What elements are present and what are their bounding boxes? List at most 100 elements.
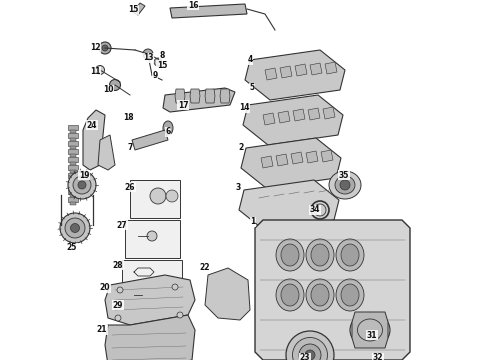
Polygon shape	[245, 50, 345, 100]
Ellipse shape	[163, 121, 173, 135]
Polygon shape	[306, 151, 318, 163]
Bar	[68, 189, 78, 194]
Ellipse shape	[147, 231, 157, 241]
Bar	[68, 165, 78, 170]
Bar	[70, 130, 76, 133]
Bar	[68, 173, 78, 178]
Text: 20: 20	[100, 284, 110, 292]
Polygon shape	[132, 130, 168, 150]
Text: 13: 13	[143, 54, 153, 63]
Ellipse shape	[335, 176, 355, 194]
Text: 19: 19	[79, 171, 89, 180]
Polygon shape	[278, 111, 290, 123]
Polygon shape	[310, 63, 322, 75]
Polygon shape	[293, 109, 305, 121]
Ellipse shape	[305, 350, 315, 360]
Ellipse shape	[99, 42, 111, 54]
Ellipse shape	[102, 45, 108, 51]
Ellipse shape	[314, 204, 326, 216]
Text: 15: 15	[128, 5, 138, 14]
Ellipse shape	[115, 315, 121, 321]
Polygon shape	[243, 95, 343, 145]
Bar	[70, 202, 76, 205]
Polygon shape	[163, 88, 235, 112]
Text: 1: 1	[250, 217, 256, 226]
Polygon shape	[170, 4, 247, 18]
Text: 6: 6	[166, 127, 171, 136]
Ellipse shape	[141, 291, 155, 299]
Bar	[68, 149, 78, 154]
Ellipse shape	[60, 213, 90, 243]
Ellipse shape	[341, 244, 359, 266]
Bar	[70, 154, 76, 157]
Text: 28: 28	[113, 261, 123, 270]
Polygon shape	[265, 68, 277, 80]
Ellipse shape	[177, 312, 183, 318]
Polygon shape	[220, 89, 230, 103]
Ellipse shape	[306, 239, 334, 271]
Ellipse shape	[276, 239, 304, 271]
Polygon shape	[255, 220, 410, 360]
Ellipse shape	[96, 66, 104, 75]
Ellipse shape	[281, 284, 299, 306]
Text: 15: 15	[157, 60, 167, 69]
Polygon shape	[325, 62, 337, 74]
Ellipse shape	[286, 331, 334, 360]
Text: 24: 24	[87, 121, 97, 130]
Text: 8: 8	[159, 50, 165, 59]
Ellipse shape	[166, 190, 178, 202]
Polygon shape	[133, 3, 145, 15]
Text: 29: 29	[113, 301, 123, 310]
Polygon shape	[291, 152, 303, 164]
Ellipse shape	[350, 312, 390, 347]
Text: 14: 14	[239, 104, 249, 112]
Polygon shape	[308, 108, 320, 120]
Polygon shape	[239, 180, 339, 230]
Polygon shape	[263, 113, 275, 125]
Polygon shape	[98, 135, 115, 170]
Ellipse shape	[340, 180, 350, 190]
Bar	[68, 181, 78, 186]
Text: 18: 18	[122, 113, 133, 122]
Text: 3: 3	[235, 184, 241, 193]
Text: 26: 26	[125, 183, 135, 192]
Ellipse shape	[117, 287, 123, 293]
Ellipse shape	[293, 338, 327, 360]
Polygon shape	[321, 150, 333, 162]
Bar	[68, 133, 78, 138]
Text: 31: 31	[367, 330, 377, 339]
Bar	[70, 138, 76, 141]
Ellipse shape	[336, 279, 364, 311]
Text: 5: 5	[249, 84, 255, 93]
Ellipse shape	[143, 49, 153, 59]
Bar	[125, 220, 180, 258]
Text: 10: 10	[103, 85, 113, 94]
Text: 4: 4	[247, 55, 253, 64]
Polygon shape	[261, 156, 273, 168]
Ellipse shape	[150, 188, 166, 204]
Polygon shape	[323, 107, 335, 119]
Bar	[68, 141, 78, 146]
Text: 12: 12	[90, 44, 100, 53]
Ellipse shape	[65, 218, 85, 238]
Bar	[130, 180, 180, 218]
Ellipse shape	[281, 244, 299, 266]
Bar	[70, 194, 76, 197]
Text: 35: 35	[339, 171, 349, 180]
Ellipse shape	[358, 319, 383, 341]
Ellipse shape	[172, 284, 178, 290]
Text: 34: 34	[310, 206, 320, 215]
Ellipse shape	[336, 239, 364, 271]
Text: 21: 21	[97, 325, 107, 334]
Bar	[68, 125, 78, 130]
Ellipse shape	[276, 279, 304, 311]
Text: 32: 32	[373, 354, 383, 360]
Ellipse shape	[341, 284, 359, 306]
Ellipse shape	[78, 181, 86, 189]
Polygon shape	[105, 315, 195, 360]
Ellipse shape	[311, 244, 329, 266]
Ellipse shape	[73, 176, 91, 194]
Text: 16: 16	[188, 0, 198, 9]
Polygon shape	[175, 89, 185, 103]
Ellipse shape	[68, 171, 96, 199]
